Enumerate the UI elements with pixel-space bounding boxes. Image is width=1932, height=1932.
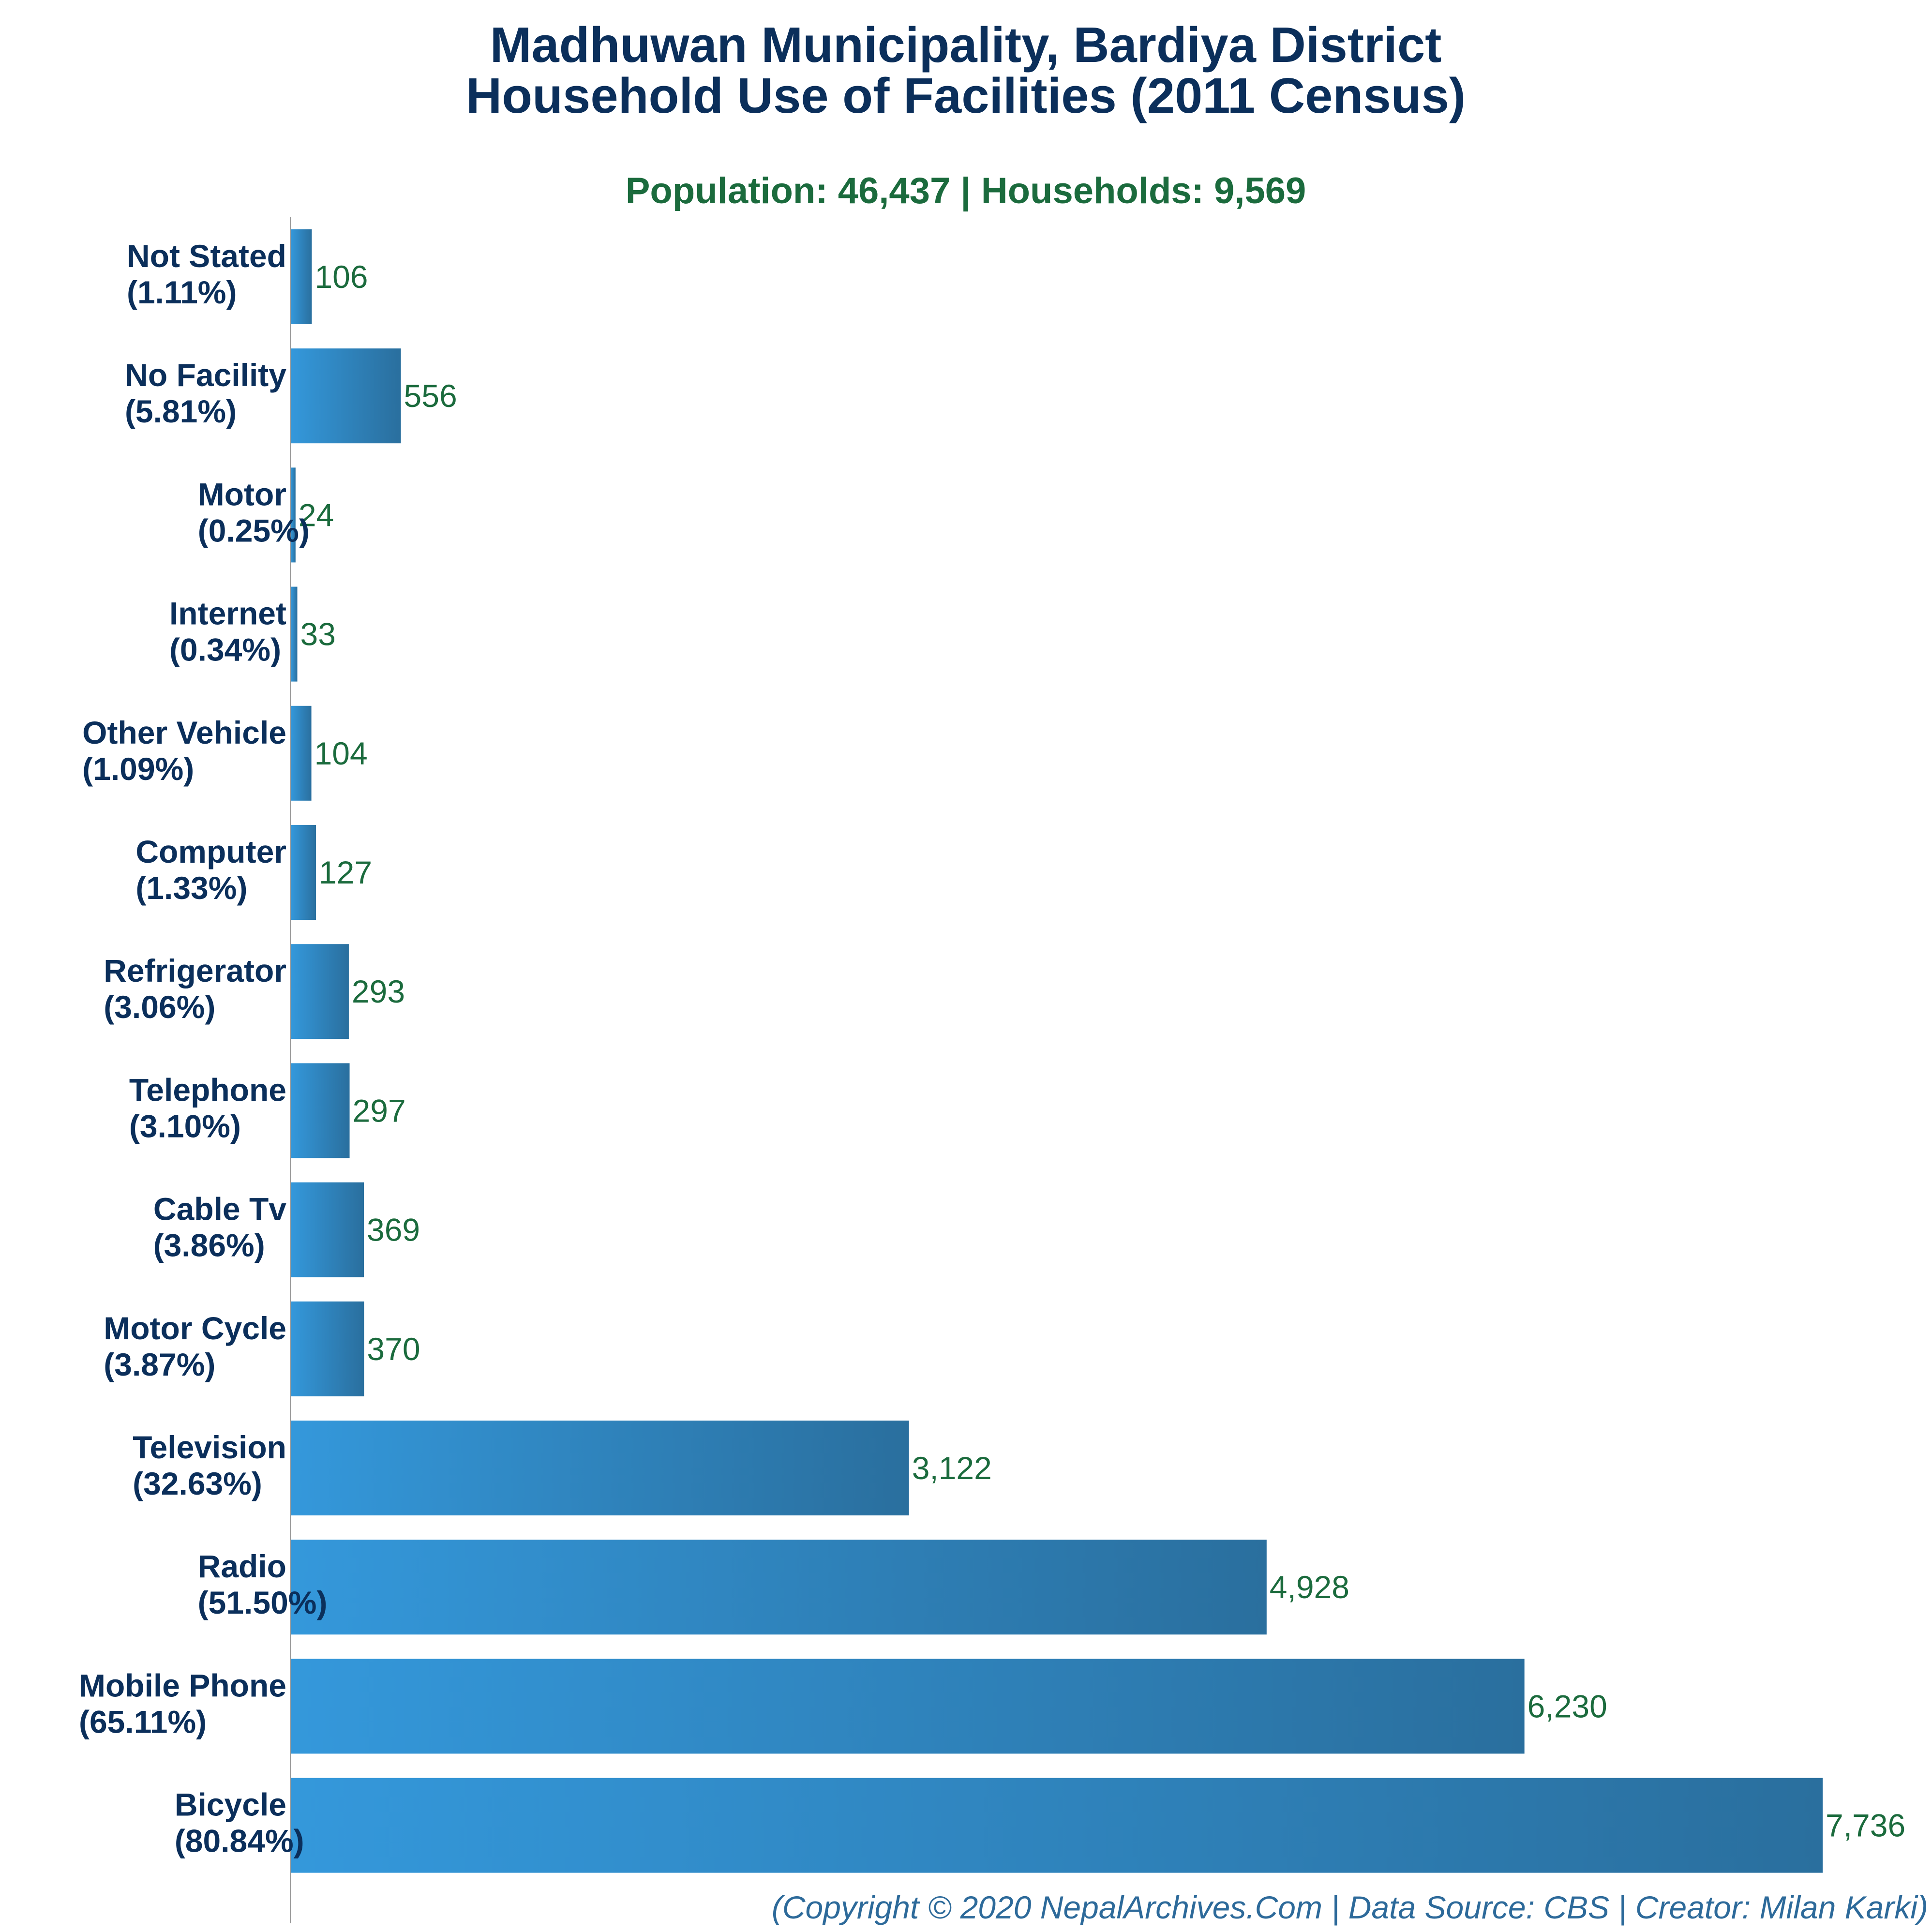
category-label-no-facility: No Facility bbox=[125, 357, 286, 393]
percent-label-television: (32.63%) bbox=[133, 1466, 262, 1501]
category-label-television: Television bbox=[133, 1429, 286, 1465]
percent-label-not-stated: (1.11%) bbox=[127, 274, 237, 310]
value-label-refrigerator: 293 bbox=[352, 973, 405, 1009]
bar-cable-tv bbox=[291, 1182, 364, 1277]
bar-motor-cycle bbox=[291, 1301, 364, 1396]
bar-computer bbox=[291, 825, 316, 920]
bar-mobile-phone bbox=[291, 1659, 1525, 1754]
bar-not-stated bbox=[291, 229, 312, 324]
category-label-internet: Internet bbox=[169, 596, 286, 631]
bar-refrigerator bbox=[291, 944, 349, 1039]
category-label-radio: Radio bbox=[198, 1548, 286, 1584]
percent-label-internet: (0.34%) bbox=[169, 632, 281, 668]
bar-television bbox=[291, 1421, 909, 1515]
value-label-internet: 33 bbox=[300, 616, 336, 652]
chart-subtitle: Population: 46,437 | Households: 9,569 bbox=[626, 170, 1306, 212]
category-label-bicycle: Bicycle bbox=[175, 1787, 286, 1823]
category-label-motor-cycle: Motor Cycle bbox=[104, 1310, 286, 1346]
value-label-motor-cycle: 370 bbox=[367, 1331, 420, 1367]
category-label-motor: Motor bbox=[198, 476, 286, 512]
value-label-bicycle: 7,736 bbox=[1826, 1808, 1905, 1843]
value-label-cable-tv: 369 bbox=[367, 1212, 420, 1248]
category-label-mobile-phone: Mobile Phone bbox=[79, 1667, 286, 1703]
bar-bicycle bbox=[291, 1778, 1823, 1873]
chart-title-line1: Madhuwan Municipality, Bardiya District bbox=[490, 17, 1442, 73]
category-label-cable-tv: Cable Tv bbox=[153, 1191, 286, 1227]
bar-other-vehicle bbox=[291, 705, 312, 801]
bar-no-facility bbox=[291, 348, 401, 444]
category-label-telephone: Telephone bbox=[129, 1072, 286, 1108]
value-label-telephone: 297 bbox=[353, 1093, 406, 1128]
percent-label-bicycle: (80.84%) bbox=[175, 1823, 304, 1859]
value-label-no-facility: 556 bbox=[404, 378, 457, 414]
percent-label-other-vehicle: (1.09%) bbox=[82, 751, 194, 787]
category-label-not-stated: Not Stated bbox=[127, 238, 286, 274]
value-label-radio: 4,928 bbox=[1270, 1569, 1349, 1605]
chart-title-line2: Household Use of Facilities (2011 Census… bbox=[466, 68, 1466, 123]
percent-label-computer: (1.33%) bbox=[135, 870, 247, 906]
percent-label-motor: (0.25%) bbox=[198, 512, 310, 548]
percent-label-radio: (51.50%) bbox=[198, 1585, 328, 1620]
category-label-computer: Computer bbox=[135, 834, 286, 869]
percent-label-telephone: (3.10%) bbox=[129, 1108, 241, 1144]
percent-label-cable-tv: (3.86%) bbox=[153, 1228, 265, 1263]
category-label-other-vehicle: Other Vehicle bbox=[82, 715, 286, 750]
bar-telephone bbox=[291, 1063, 350, 1158]
category-label-refrigerator: Refrigerator bbox=[104, 953, 286, 988]
bars-group: 106 Not Stated(1.11%) 556 No Facility(5.81%… bbox=[79, 229, 1905, 1873]
value-label-motor: 24 bbox=[299, 497, 334, 533]
chart-footer: (Copyright © 2020 NepalArchives.Com | Da… bbox=[772, 1889, 1928, 1926]
percent-label-motor-cycle: (3.87%) bbox=[104, 1347, 215, 1382]
percent-label-no-facility: (5.81%) bbox=[125, 393, 237, 429]
bar-motor bbox=[291, 467, 296, 563]
value-label-other-vehicle: 104 bbox=[315, 735, 368, 771]
bar-radio bbox=[291, 1540, 1267, 1635]
value-label-television: 3,122 bbox=[912, 1450, 992, 1486]
percent-label-mobile-phone: (65.11%) bbox=[79, 1704, 207, 1739]
value-label-mobile-phone: 6,230 bbox=[1528, 1688, 1607, 1724]
value-label-computer: 127 bbox=[319, 854, 372, 890]
percent-label-refrigerator: (3.06%) bbox=[104, 989, 215, 1025]
bar-internet bbox=[291, 586, 298, 682]
value-label-not-stated: 106 bbox=[315, 259, 368, 295]
